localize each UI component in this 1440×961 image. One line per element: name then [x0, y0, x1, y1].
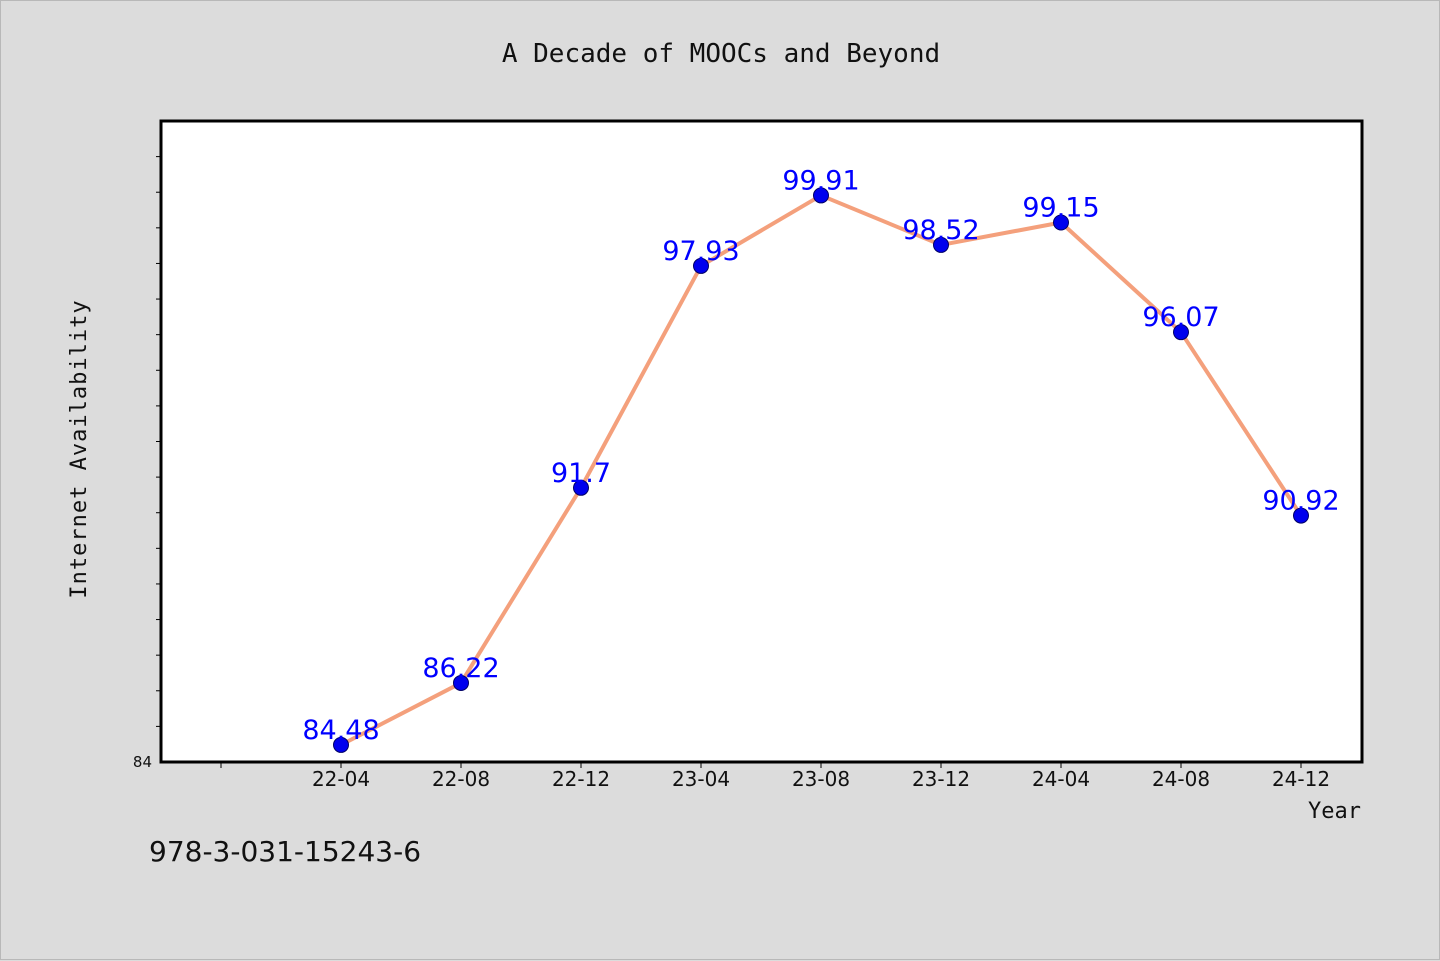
x-tick-label: 24-04	[1032, 767, 1090, 791]
x-tick-label: 22-08	[432, 767, 490, 791]
footnote-isbn: 978-3-031-15243-6	[149, 835, 422, 868]
data-label: 84.48	[302, 715, 379, 746]
data-point	[333, 736, 349, 753]
data-label: 98.52	[902, 215, 979, 246]
y-axis-label: Internet Availability	[67, 299, 92, 598]
y-axis-ticks	[156, 156, 161, 727]
plot-area	[159, 119, 1364, 764]
data-label: 90.92	[1262, 486, 1339, 517]
data-label: 97.93	[662, 236, 739, 267]
x-tick-label: 22-12	[552, 767, 610, 791]
data-label: 99.91	[782, 165, 859, 196]
x-tick-label: 24-12	[1272, 767, 1330, 791]
x-tick-label: 22-04	[312, 767, 370, 791]
data-point	[693, 257, 709, 274]
series-group: 84.48 86.22 91.7 97.93 99.91 98.52 99.15 96.07 9…	[302, 165, 1340, 753]
x-tick-labels: 22-04 22-08 22-12 23-04 23-08 23-12 24-04 24-08…	[312, 767, 1330, 791]
data-point	[1173, 324, 1189, 341]
chart-title: A Decade of MOOCs and Beyond	[502, 39, 940, 69]
y-tick-label: 84	[133, 753, 152, 771]
x-tick-label: 23-04	[672, 767, 730, 791]
x-axis-ticks	[220, 762, 1302, 768]
data-point	[813, 187, 829, 204]
data-point	[1293, 507, 1309, 524]
x-axis-label: Year	[1308, 799, 1361, 824]
x-tick-label: 23-12	[912, 767, 970, 791]
data-label: 91.7	[551, 458, 611, 489]
data-point	[453, 674, 469, 691]
data-point	[573, 479, 589, 496]
x-tick-label: 23-08	[792, 767, 850, 791]
data-point	[1053, 214, 1069, 231]
data-label: 99.15	[1022, 192, 1099, 223]
data-label: 86.22	[422, 653, 499, 684]
data-label: 96.07	[1142, 302, 1219, 333]
x-tick-label: 24-08	[1152, 767, 1210, 791]
data-point	[933, 236, 949, 253]
